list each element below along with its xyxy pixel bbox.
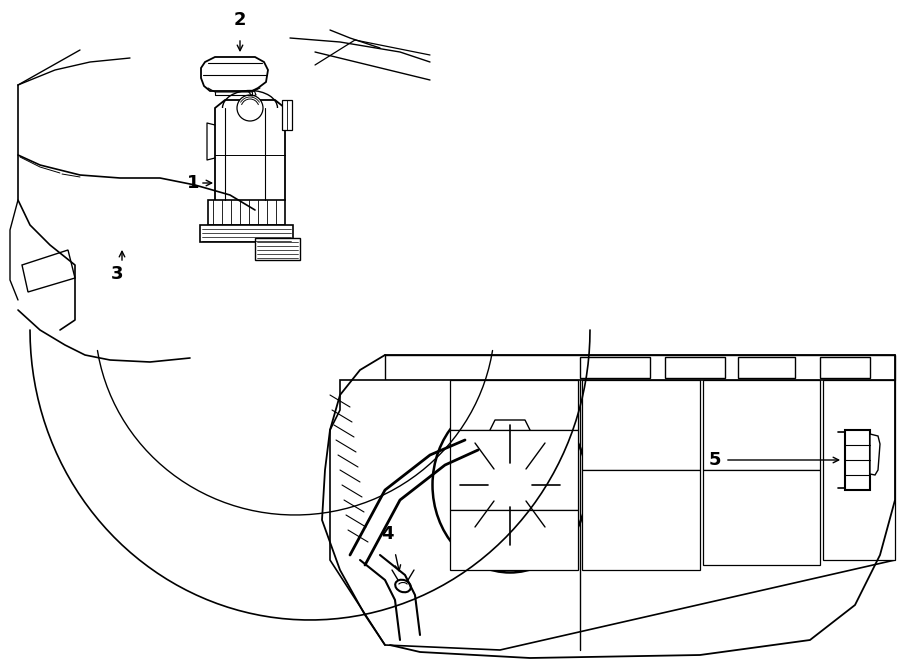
Polygon shape: [870, 434, 880, 475]
Polygon shape: [450, 380, 578, 430]
Text: 4: 4: [381, 525, 393, 543]
Polygon shape: [820, 357, 870, 378]
Circle shape: [237, 95, 263, 121]
Ellipse shape: [395, 580, 410, 592]
Text: 2: 2: [234, 11, 247, 29]
Text: 5: 5: [709, 451, 721, 469]
Circle shape: [251, 208, 259, 216]
Polygon shape: [215, 100, 285, 210]
Polygon shape: [330, 380, 895, 650]
Polygon shape: [738, 357, 795, 378]
Polygon shape: [703, 380, 820, 470]
Ellipse shape: [460, 425, 560, 545]
Polygon shape: [208, 200, 285, 225]
Polygon shape: [385, 355, 895, 380]
Polygon shape: [665, 357, 725, 378]
Polygon shape: [845, 430, 870, 490]
Polygon shape: [823, 380, 895, 560]
Polygon shape: [201, 57, 268, 91]
Polygon shape: [703, 470, 820, 565]
Polygon shape: [582, 380, 700, 470]
Circle shape: [488, 463, 532, 507]
Text: 1: 1: [187, 174, 199, 192]
Polygon shape: [22, 250, 75, 292]
Ellipse shape: [433, 397, 588, 572]
Text: 3: 3: [111, 265, 123, 283]
Polygon shape: [582, 470, 700, 570]
Polygon shape: [282, 100, 292, 130]
Polygon shape: [580, 357, 650, 378]
Ellipse shape: [491, 455, 529, 485]
Polygon shape: [450, 430, 578, 510]
Ellipse shape: [496, 493, 524, 513]
Polygon shape: [200, 225, 293, 242]
Polygon shape: [255, 238, 300, 260]
Polygon shape: [450, 510, 578, 570]
